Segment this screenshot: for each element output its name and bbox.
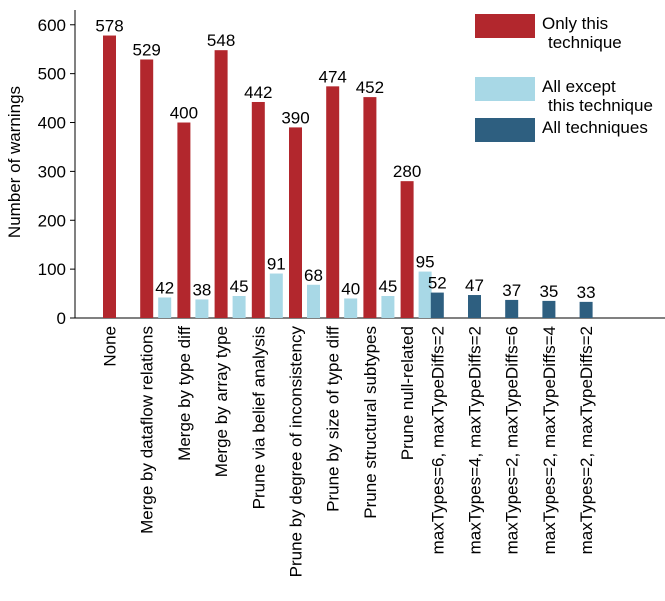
bar-all-techniques [579, 301, 593, 318]
legend-label: Only this technique [542, 14, 622, 52]
x-tick-label: Prune structural subtypes [361, 326, 380, 519]
data-label: 45 [378, 277, 397, 296]
data-label: 91 [267, 255, 286, 274]
data-label: 47 [465, 276, 484, 295]
bar-only-this [289, 127, 302, 318]
data-label: 42 [155, 278, 174, 297]
x-tick-label: Merge by dataflow relations [138, 326, 157, 534]
y-axis-title: Number of warnings [5, 86, 24, 238]
bars [103, 35, 593, 318]
data-label: 45 [230, 277, 249, 296]
legend-label-line: All techniques [542, 118, 648, 137]
bar-only-this [214, 50, 228, 318]
y-tick-label: 200 [38, 211, 66, 230]
data-label: 529 [133, 40, 161, 59]
x-tick-label: maxTypes=2, maxTypeDiffs=6 [503, 326, 522, 554]
x-tick-label: maxTypes=2, maxTypeDiffs=4 [540, 326, 559, 554]
x-tick-label: Merge by type diff [175, 326, 194, 461]
axes: 0 100 200 300 400 500 600 None Merge by dataflow… [38, 10, 665, 577]
x-tick-label: maxTypes=2, maxTypeDiffs=2 [577, 326, 596, 554]
data-label: 452 [356, 78, 384, 97]
bar-all-except [344, 298, 358, 318]
y-tick-label: 100 [38, 260, 66, 279]
legend-swatch [475, 118, 535, 142]
legend-label-line: this technique [548, 96, 653, 115]
bar-all-except [158, 297, 172, 318]
data-label: 442 [244, 83, 272, 102]
bar-all-except [307, 284, 320, 318]
bar-only-this [103, 35, 116, 318]
y-tick-label: 400 [38, 114, 66, 133]
bar-all-techniques [542, 300, 556, 318]
bar-only-this [400, 181, 414, 318]
bar-all-except [418, 271, 432, 318]
bar-only-this [177, 122, 191, 318]
data-label: 400 [170, 104, 198, 123]
bar-all-techniques [505, 299, 519, 318]
bar-all-techniques [430, 292, 444, 318]
legend-label-line: All except [542, 77, 616, 96]
data-label: 578 [95, 17, 123, 36]
legend-swatch [475, 77, 535, 101]
data-label: 52 [428, 274, 447, 293]
legend-swatch [475, 14, 535, 38]
bar-all-techniques [468, 295, 481, 318]
bar-only-this [251, 101, 265, 318]
data-label: 390 [281, 108, 309, 127]
data-label: 95 [416, 253, 435, 272]
bar-all-except [195, 299, 209, 318]
legend-label: All except this technique [542, 77, 653, 115]
y-tick-label: 0 [57, 309, 66, 328]
data-labels: 578 529 42 400 38 548 45 442 91 390 68 474 40 452 45 28… [95, 17, 595, 302]
legend-label-line: technique [548, 33, 622, 52]
y-tick-label: 600 [38, 16, 66, 35]
x-tick-label: Prune by degree of inconsistency [287, 326, 306, 578]
data-label: 35 [539, 282, 558, 301]
data-label: 33 [577, 283, 596, 302]
legend-label: All techniques [542, 118, 648, 137]
x-tick-label: None [101, 326, 120, 367]
bar-only-this [363, 97, 377, 318]
data-label: 68 [304, 266, 323, 285]
bar-all-except [269, 273, 283, 318]
bar-all-except [381, 296, 395, 318]
x-tick-label: maxTypes=4, maxTypeDiffs=2 [466, 326, 485, 554]
data-label: 548 [207, 31, 235, 50]
data-label: 40 [341, 279, 360, 298]
data-label: 474 [319, 67, 347, 86]
legend-label-line: Only this [542, 14, 608, 33]
bar-all-except [232, 296, 246, 318]
x-tick-label: Prune null-related [398, 326, 417, 460]
y-tick-label: 500 [38, 65, 66, 84]
data-label: 38 [192, 280, 211, 299]
y-tick-label: 300 [38, 162, 66, 181]
bar-only-this [326, 86, 340, 318]
legend: Only this technique All except this techniq… [475, 14, 653, 142]
data-label: 37 [502, 281, 521, 300]
x-tick-label: Prune via belief analysis [249, 326, 268, 509]
data-label: 280 [393, 162, 421, 181]
x-tick-label: maxTypes=6, maxTypeDiffs=2 [428, 326, 447, 554]
x-tick-label: Prune by size of type diff [324, 326, 343, 512]
bar-only-this [140, 59, 154, 318]
x-tick-label: Merge by array type [212, 326, 231, 477]
